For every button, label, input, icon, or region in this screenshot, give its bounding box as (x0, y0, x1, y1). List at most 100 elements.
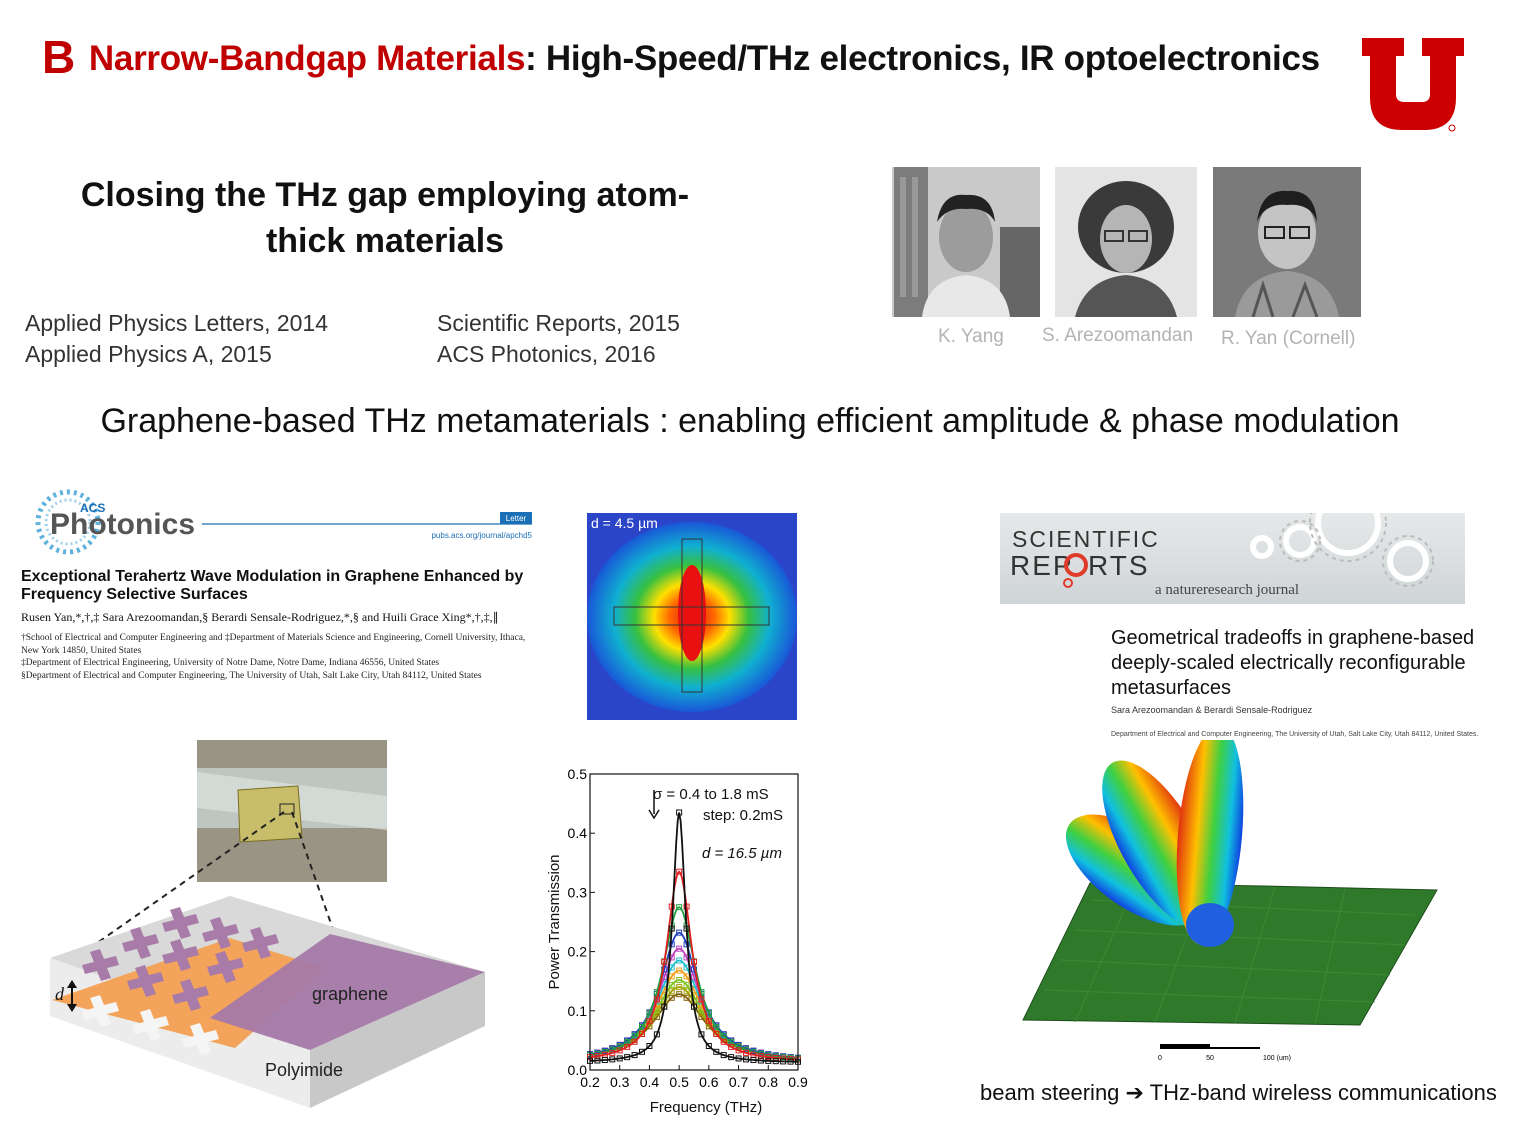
series-point (631, 1052, 638, 1059)
person-photo (1213, 167, 1361, 317)
field-map-label: d = 4.5 µm (591, 515, 658, 531)
x-tick-label: 0.9 (788, 1074, 808, 1090)
series-point (639, 1048, 645, 1055)
sr-paper-authors: Sara Arezoomandan & Berardi Sensale-Rodr… (1111, 705, 1313, 715)
section-letter: B (42, 31, 75, 83)
series-point (631, 1033, 638, 1040)
series-point (713, 1048, 720, 1055)
series-point (713, 1030, 720, 1037)
series-point (787, 1058, 794, 1065)
journal-brand: RTS (1088, 550, 1150, 581)
series-point (676, 945, 683, 952)
series-point (668, 973, 675, 980)
person-name: S. Arezoomandan (1042, 325, 1194, 346)
chart-annotation: step: 0.2mS (703, 807, 783, 824)
series-point (728, 1043, 735, 1050)
svg-text:Letter: Letter (506, 514, 527, 523)
scale-tick: 100 (um) (1263, 1055, 1291, 1062)
series-point (594, 1057, 601, 1064)
journal-tagline: a natureresearch journal (1155, 582, 1299, 598)
chart-ylabel: Power Transmission (546, 854, 563, 989)
y-tick-label: 0.3 (568, 884, 588, 900)
chart-annotation: σ = 0.4 to 1.8 mS (653, 786, 769, 803)
thickness-label: d (55, 984, 65, 1004)
reference: ACS Photonics, 2016 (437, 341, 656, 367)
x-tick-label: 0.2 (580, 1074, 600, 1090)
series-point (646, 1018, 653, 1025)
paper-title: Exceptional Terahertz Wave Modulation in… (21, 568, 524, 603)
chart-annotation: d = 16.5 µm (702, 845, 782, 862)
scale-tick: 50 (1206, 1055, 1214, 1062)
slide-title: B Narrow-Bandgap Materials: High-Speed/TH… (42, 30, 1320, 84)
series-point (757, 1057, 764, 1064)
paper-affiliations: †School of Electrical and Computer Engin… (21, 632, 541, 682)
series-point (609, 1049, 616, 1056)
title-rest: : High-Speed/THz electronics, IR optoele… (525, 39, 1320, 78)
paper-authors: Rusen Yan,*,†,‡ Sara Arezoomandan,§ Bera… (21, 610, 499, 624)
series-point (594, 1053, 601, 1060)
y-tick-label: 0.2 (568, 944, 588, 960)
person-photo (1055, 167, 1197, 317)
affiliation: ‡Department of Electrical Engineering, U… (21, 658, 440, 668)
series-point (616, 1047, 623, 1054)
series-point (668, 988, 675, 995)
series-point (683, 941, 690, 948)
x-tick-label: 0.3 (610, 1074, 630, 1090)
series-point (705, 1042, 712, 1049)
series-point (683, 925, 690, 932)
series-point (735, 1043, 742, 1050)
series-point (698, 1031, 705, 1038)
series-point (780, 1058, 787, 1065)
svg-text:Photonics: Photonics (50, 508, 195, 541)
series-point (616, 1055, 623, 1062)
series-point (646, 1042, 653, 1049)
beam-steering-image: 0 50 100 (um) (1022, 740, 1438, 1062)
chart-arrow-head (648, 809, 660, 820)
series-point (676, 977, 683, 984)
series-point (720, 1038, 727, 1045)
series-point (668, 925, 675, 932)
journal-brand: REP (1010, 550, 1074, 581)
headline: Closing the THz gap employing atom- thic… (40, 172, 730, 264)
affiliation: §Department of Electrical and Computer E… (21, 670, 482, 681)
references-left: Applied Physics Letters, 2014 Applied Ph… (25, 308, 328, 370)
reference: Applied Physics Letters, 2014 (25, 310, 329, 336)
person-name: R. Yan (Cornell) (1221, 328, 1356, 349)
series-point (713, 1023, 720, 1030)
series-point (683, 988, 690, 995)
subheading: Graphene-based THz metamaterials : enabl… (100, 402, 1400, 440)
series-point (683, 973, 690, 980)
series-point (735, 1047, 742, 1054)
field-map-image: d = 4.5 µm (587, 513, 797, 720)
references-right: Scientific Reports, 2015 ACS Photonics, … (437, 308, 680, 370)
series-point (601, 1057, 608, 1064)
series-point (661, 1003, 668, 1010)
reference: Applied Physics A, 2015 (25, 341, 272, 367)
series-point (609, 1056, 616, 1063)
series-point (639, 1023, 645, 1030)
sr-paper-affiliation: Department of Electrical and Computer En… (1111, 731, 1479, 738)
series-line (589, 870, 799, 1061)
series-point (661, 958, 668, 965)
series-point (743, 1056, 749, 1063)
x-tick-label: 0.5 (669, 1074, 689, 1090)
series-point (653, 1031, 660, 1038)
series-point (624, 1054, 631, 1061)
series-point (757, 1053, 764, 1060)
affiliation: †School of Electrical and Computer Engin… (21, 633, 526, 656)
series-point (676, 967, 683, 974)
beam-caption: beam steering ➔ THz-band wireless commun… (980, 1080, 1497, 1105)
series-point (676, 957, 683, 964)
series-point (683, 994, 690, 1001)
transmission-chart: 0.2 0.3 0.4 0.5 0.6 0.7 0.8 0.9 0.0 0.1 0.2 0.3 0.4 0… (546, 766, 808, 1116)
series-point (735, 1055, 742, 1062)
series-point (676, 809, 683, 816)
series-point (676, 904, 683, 911)
graphene-label: graphene (312, 984, 388, 1004)
svg-text:pubs.acs.org/journal/apchd5: pubs.acs.org/journal/apchd5 (431, 531, 532, 540)
series-point (683, 903, 690, 910)
x-tick-label: 0.4 (640, 1074, 660, 1090)
series-point (691, 1003, 697, 1010)
series-point (728, 1054, 735, 1061)
series-point (624, 1043, 631, 1050)
